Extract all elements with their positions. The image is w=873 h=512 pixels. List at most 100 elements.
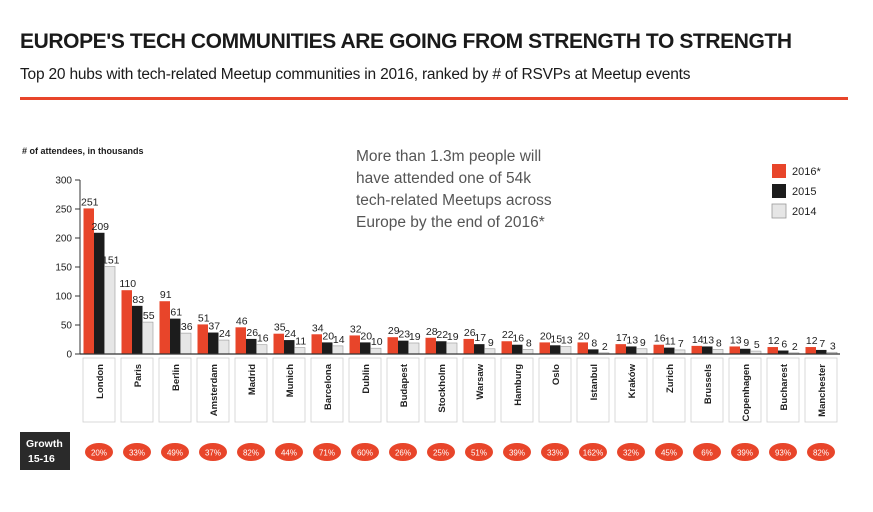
- data-label: 151: [102, 254, 120, 266]
- data-label: 7: [678, 338, 684, 350]
- growth-value: 6%: [701, 449, 713, 458]
- data-label: 9: [640, 337, 646, 349]
- category-box: [728, 357, 762, 423]
- data-label: 13: [702, 334, 714, 346]
- growth-label-box: [20, 432, 70, 470]
- y-tick-label: 100: [55, 292, 72, 303]
- growth-badge: [199, 443, 227, 461]
- data-label: 19: [447, 331, 459, 343]
- x-tick-label: Brussels: [703, 364, 714, 404]
- x-tick-label: Budapest: [399, 363, 410, 407]
- category-box: [310, 357, 344, 423]
- x-tick-label: Manchester: [817, 364, 828, 417]
- bar: [636, 348, 648, 355]
- bar: [522, 349, 534, 355]
- growth-badge: [427, 443, 455, 461]
- data-label: 7: [819, 338, 825, 350]
- growth-value: 71%: [319, 449, 335, 458]
- data-label: 13: [561, 334, 573, 346]
- bar: [284, 340, 295, 354]
- data-label: 20: [578, 330, 590, 342]
- bar: [294, 347, 306, 355]
- data-label: 2: [602, 341, 608, 353]
- growth-value: 25%: [433, 449, 449, 458]
- bar: [560, 346, 572, 355]
- growth-badge: [85, 443, 113, 461]
- annotation-line: More than 1.3m people will: [356, 148, 542, 165]
- growth-badge: [617, 443, 645, 461]
- growth-badge: [807, 443, 835, 461]
- growth-badge: [161, 443, 189, 461]
- bar: [132, 305, 143, 354]
- bar: [322, 342, 333, 354]
- category-box: [804, 357, 838, 423]
- bar: [740, 348, 751, 354]
- growth-value: 32%: [623, 449, 639, 458]
- data-label: 14: [692, 334, 704, 346]
- legend-label: 2015: [792, 186, 816, 198]
- data-label: 35: [274, 322, 286, 334]
- data-label: 12: [768, 335, 780, 347]
- bar: [273, 333, 284, 354]
- category-box: [158, 357, 192, 423]
- data-label: 20: [360, 330, 372, 342]
- data-label: 5: [754, 339, 760, 351]
- x-tick-label: Warsaw: [475, 363, 486, 399]
- data-label: 26: [246, 327, 258, 339]
- data-label: 17: [474, 332, 486, 344]
- data-label: 11: [295, 336, 306, 348]
- bar: [121, 290, 132, 354]
- bar: [197, 324, 208, 354]
- category-box: [82, 357, 116, 423]
- bar: [180, 332, 192, 355]
- data-label: 6: [781, 339, 787, 351]
- data-label: 12: [806, 335, 818, 347]
- bar: [408, 342, 420, 355]
- bar: [208, 332, 219, 354]
- data-label: 8: [591, 337, 597, 349]
- growth-value: 82%: [813, 449, 829, 458]
- growth-badge: [123, 443, 151, 461]
- bar: [104, 266, 116, 355]
- bar: [159, 301, 170, 354]
- bar: [626, 346, 637, 354]
- data-label: 3: [830, 340, 836, 352]
- bar: [653, 344, 664, 354]
- x-tick-label: Kraków: [627, 363, 638, 398]
- bar: [370, 347, 382, 355]
- bar: [463, 338, 474, 354]
- growth-badge: [351, 443, 379, 461]
- category-box: [614, 357, 648, 423]
- x-tick-label: Madrid: [247, 364, 258, 395]
- growth-value: 93%: [775, 449, 791, 458]
- bar: [702, 346, 713, 354]
- data-label: 32: [350, 323, 362, 335]
- growth-value: 60%: [357, 449, 373, 458]
- category-box: [120, 357, 154, 423]
- x-tick-label: Copenhagen: [741, 364, 752, 422]
- bar: [142, 321, 154, 355]
- category-box: [196, 357, 230, 423]
- annotation-line: tech-related Meetups across: [356, 192, 552, 209]
- data-label: 14: [333, 334, 345, 346]
- bar: [425, 337, 436, 354]
- legend-swatch: [772, 184, 786, 198]
- growth-value: 49%: [167, 449, 183, 458]
- category-box: [500, 357, 534, 423]
- bar: [816, 349, 827, 354]
- bar: [767, 347, 778, 354]
- growth-badge: [389, 443, 417, 461]
- x-tick-label: Barcelona: [323, 363, 334, 410]
- bar: [778, 350, 789, 354]
- category-box: [690, 357, 724, 423]
- x-tick-label: London: [95, 364, 106, 399]
- data-label: 34: [312, 322, 324, 334]
- legend-label: 2014: [792, 206, 816, 218]
- category-box: [386, 357, 420, 423]
- bar: [674, 349, 686, 355]
- y-tick-label: 200: [55, 234, 72, 245]
- data-label: 23: [398, 329, 410, 341]
- y-tick-label: 50: [61, 321, 73, 332]
- bar: [577, 342, 588, 354]
